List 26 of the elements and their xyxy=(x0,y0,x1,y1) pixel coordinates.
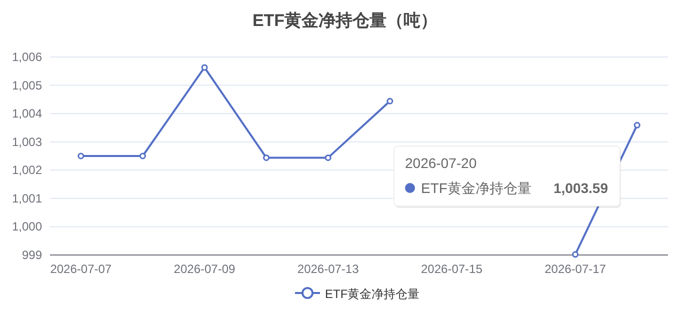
x-tick-label: 2026-07-09 xyxy=(174,262,236,276)
chart-title: ETF黄金净持仓量（吨） xyxy=(252,11,438,30)
point xyxy=(572,251,579,258)
y-tick-label: 1,000 xyxy=(12,220,42,234)
x-tick-label: 2026-07-13 xyxy=(297,262,360,276)
y-tick-label: 1,004 xyxy=(12,106,42,121)
point xyxy=(634,122,640,128)
point xyxy=(78,152,84,160)
point xyxy=(386,98,394,104)
y-tick-label: 1,002 xyxy=(12,163,42,178)
text: ETF黄金净持仓量 xyxy=(325,287,420,301)
x-tick-label: 2026-07-17 xyxy=(544,262,606,276)
annotation: 1,003.59 xyxy=(554,180,608,196)
point xyxy=(324,154,332,161)
point xyxy=(263,154,270,161)
legend-label: ETF黄金净持仓量 xyxy=(421,180,532,196)
x-tick-label: 2026-07-15 xyxy=(421,262,483,276)
y-tick-label: 999 xyxy=(22,248,42,262)
y-tick-label: 1,005 xyxy=(12,78,42,92)
x-tick-label: 2026-07-07 xyxy=(50,262,112,276)
y-tick-label: 1,001 xyxy=(12,191,42,206)
y-tick-label: 1,003 xyxy=(12,134,42,149)
annotation: 2026-07-20 xyxy=(405,155,477,171)
point xyxy=(201,64,208,71)
point xyxy=(139,152,146,160)
y-tick-label: 1,006 xyxy=(12,50,42,64)
